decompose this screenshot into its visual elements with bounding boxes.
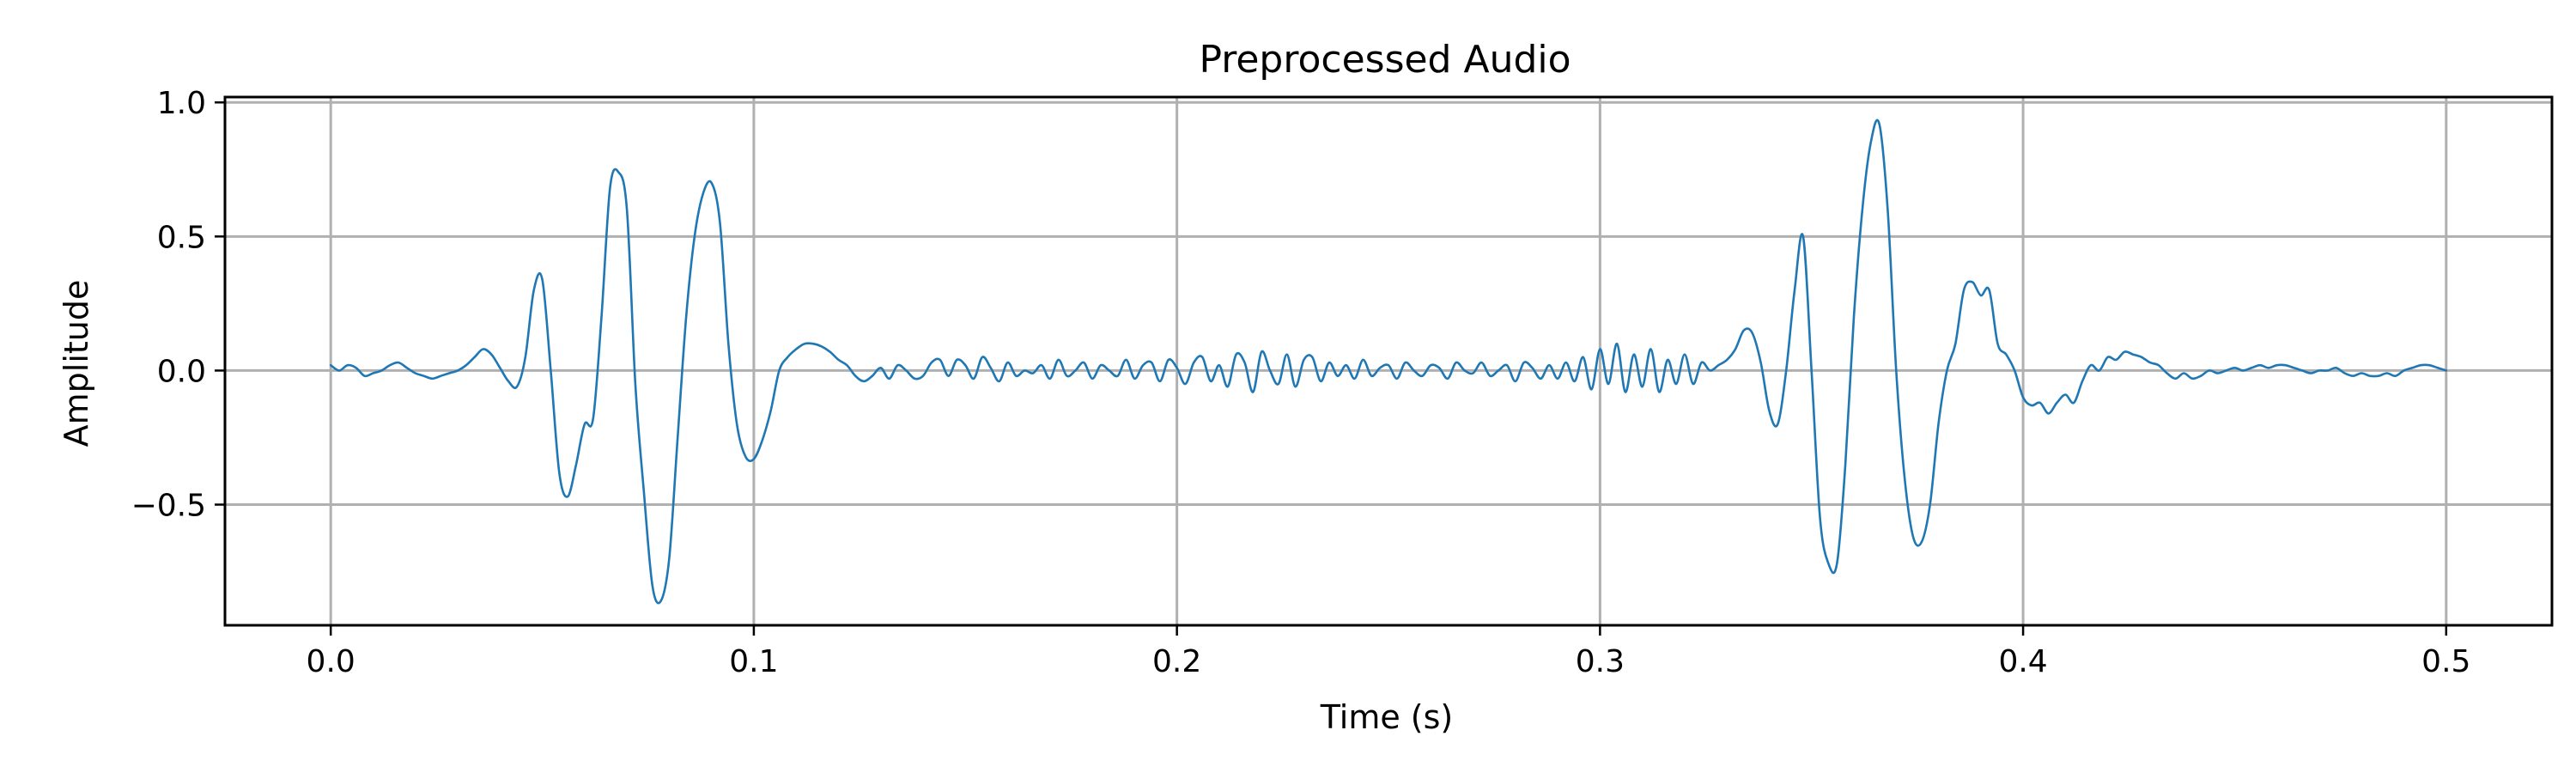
x-axis-label: Time (s) bbox=[1320, 698, 1454, 736]
x-tick-label: 0.3 bbox=[1576, 644, 1625, 679]
x-tick-label: 0.1 bbox=[729, 644, 778, 679]
y-tick-label: 0.0 bbox=[157, 354, 206, 389]
grid-lines bbox=[225, 97, 2552, 625]
series-layer bbox=[329, 119, 2448, 605]
audio-waveform-line bbox=[329, 119, 2448, 605]
y-tick-label: 1.0 bbox=[157, 86, 206, 121]
y-axis-ticks: −0.5 0.0 0.5 1.0 bbox=[131, 86, 225, 524]
x-tick-label: 0.0 bbox=[307, 644, 355, 679]
x-axis-ticks: 0.0 0.1 0.2 0.3 0.4 0.5 bbox=[307, 625, 2470, 679]
x-tick-label: 0.5 bbox=[2421, 644, 2470, 679]
plot-frame bbox=[223, 95, 2554, 627]
chart-title: Preprocessed Audio bbox=[1199, 38, 1571, 82]
x-tick-label: 0.2 bbox=[1152, 644, 1201, 679]
y-tick-label: −0.5 bbox=[131, 489, 206, 524]
y-axis-label: Amplitude bbox=[58, 280, 95, 447]
x-tick-label: 0.4 bbox=[1998, 644, 2047, 679]
y-tick-label: 0.5 bbox=[157, 220, 206, 255]
